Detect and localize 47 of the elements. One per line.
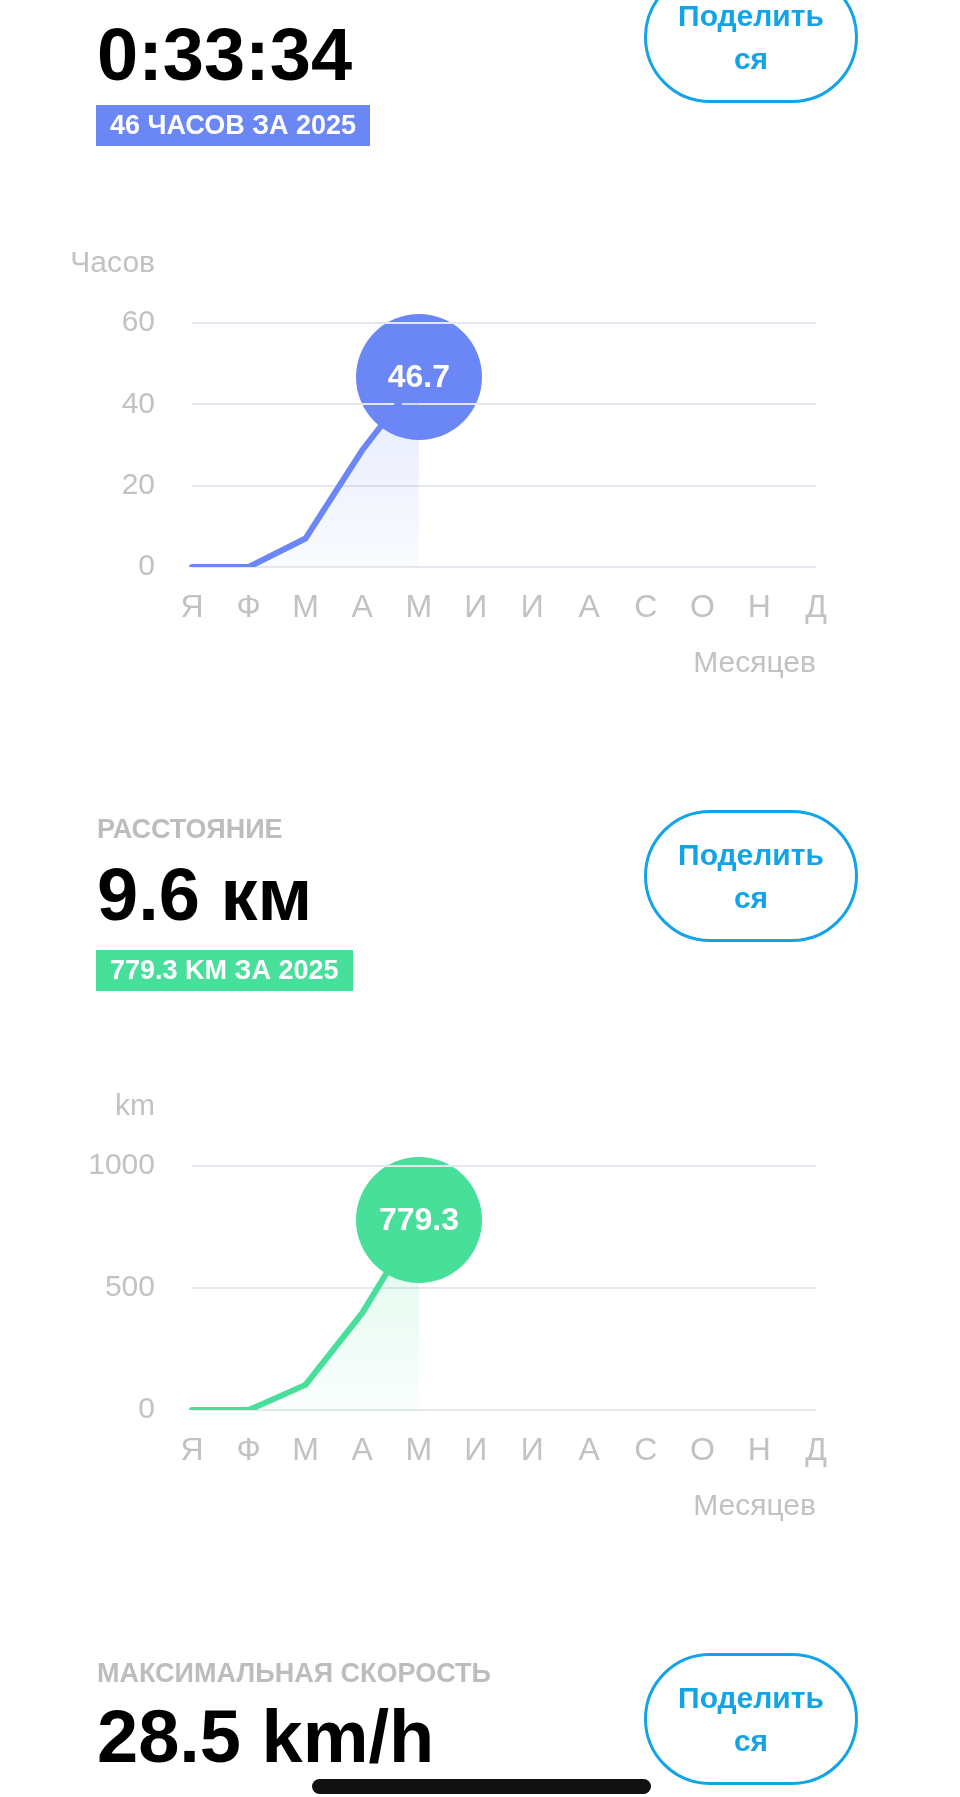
text: 28.5 km/h: [97, 1695, 435, 1778]
text: РАССТОЯНИЕ: [97, 814, 283, 845]
x-axis-title: Месяцев: [693, 645, 816, 679]
x-axis-title: Месяцев: [693, 1488, 816, 1522]
x-tick-label: А: [578, 588, 601, 625]
text: 9.6 км: [97, 853, 313, 936]
x-tick-label: С: [634, 1431, 658, 1468]
text: 779.3 KM ЗА 2025: [96, 950, 353, 991]
x-tick-label: А: [351, 1431, 374, 1468]
x-tick-label: М: [405, 1431, 433, 1468]
x-tick-label: А: [578, 1431, 601, 1468]
x-tick-label: Я: [180, 588, 204, 625]
y-tick-label: 60: [121, 304, 155, 338]
text: 46 ЧАСОВ ЗА 2025: [96, 105, 371, 146]
x-tick-label: М: [405, 588, 433, 625]
y-tick-label: 1000: [88, 1147, 155, 1181]
x-tick-label: Н: [747, 588, 771, 625]
x-tick-label: Ф: [236, 588, 261, 625]
x-tick-label: Д: [805, 1431, 828, 1468]
text: Поделиться: [677, 1679, 825, 1759]
x-tick-label: Д: [805, 588, 828, 625]
x-tick-label: И: [520, 1431, 544, 1468]
x-tick-label: Н: [747, 1431, 771, 1468]
text: МАКСИМАЛЬНАЯ СКОРОСТЬ: [97, 1658, 491, 1689]
data-label: 46.7: [387, 357, 451, 394]
y-tick-label: 40: [121, 385, 155, 419]
y-tick-label: 500: [104, 1269, 155, 1303]
x-tick-label: М: [292, 1431, 319, 1468]
text: Поделиться: [677, 836, 825, 916]
x-tick-label: О: [690, 1431, 715, 1468]
y-tick-label: 20: [121, 466, 155, 500]
y-axis-title: km: [115, 1088, 155, 1122]
x-tick-label: А: [351, 588, 374, 625]
y-tick-label: 0: [138, 1391, 155, 1425]
y-axis-title: Часов: [70, 245, 155, 279]
text: Поделиться: [677, 0, 825, 77]
x-tick-label: О: [690, 588, 715, 625]
x-tick-label: Ф: [236, 1431, 261, 1468]
x-tick-label: М: [292, 588, 319, 625]
x-tick-label: И: [520, 588, 544, 625]
x-tick-label: И: [464, 1431, 488, 1468]
y-tick-label: 0: [138, 548, 155, 582]
x-tick-label: И: [464, 588, 488, 625]
text: 0:33:34: [97, 13, 353, 96]
x-tick-label: Я: [180, 1431, 204, 1468]
x-tick-label: С: [634, 588, 658, 625]
data-label: 779.3: [378, 1200, 459, 1237]
